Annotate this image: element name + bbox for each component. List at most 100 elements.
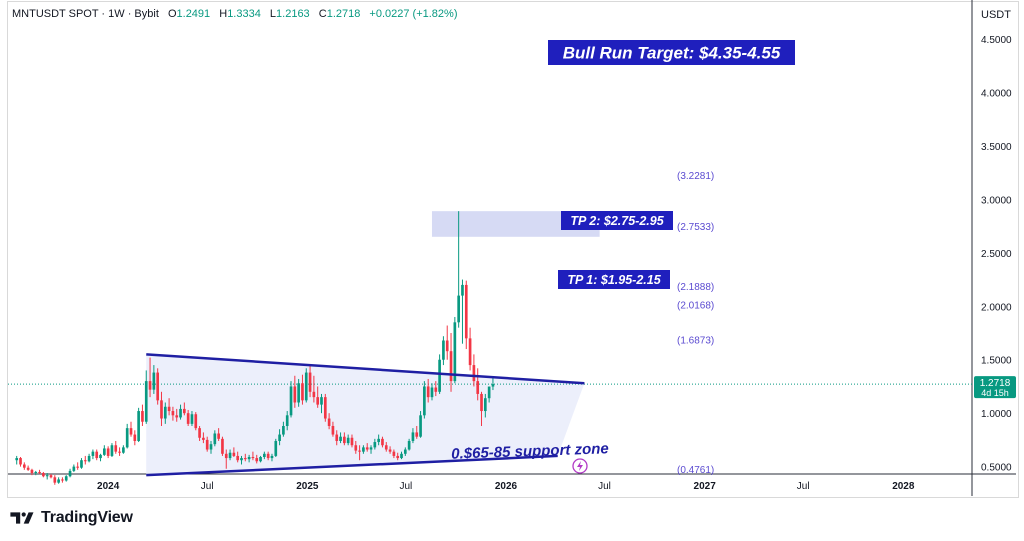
candle-body [183, 408, 186, 414]
candle-body [255, 458, 259, 462]
level-label: (3.2281) [677, 171, 714, 182]
symbol-title[interactable]: MNTUSDT SPOT · 1W · Bybit [12, 8, 159, 20]
candle-body [68, 470, 72, 477]
y-tick-label: 0.5000 [981, 463, 1012, 474]
high-label: H [219, 8, 228, 20]
candle-body [125, 428, 129, 448]
candle-body [423, 386, 426, 416]
candle-body [26, 467, 30, 470]
candle-body [320, 397, 323, 405]
x-tick-label: 2026 [495, 481, 518, 492]
open-label: O [167, 8, 177, 20]
candle-body [95, 451, 99, 459]
candle-body [141, 411, 144, 422]
candle-body [316, 397, 320, 405]
candle-body [72, 466, 76, 471]
tradingview-logo[interactable]: TradingView [10, 509, 133, 527]
lightning-badge-icon [572, 458, 588, 474]
candle-body [148, 381, 152, 390]
bull-target-label: Bull Run Target: $4.35-4.55 [563, 44, 781, 63]
candle-body [57, 479, 60, 483]
candle-body [434, 387, 438, 392]
candle-body [354, 445, 358, 451]
high-value: 1.3334 [227, 8, 261, 20]
y-tick-label: 3.0000 [981, 195, 1012, 206]
currency-label[interactable]: USDT [981, 9, 1011, 21]
candle-body [156, 372, 160, 401]
x-tick-label: 2025 [296, 481, 319, 492]
candle-body [217, 433, 220, 439]
candle-body [343, 436, 346, 444]
candle-body [175, 415, 179, 418]
x-tick-label: 2024 [97, 481, 120, 492]
candle-body [335, 434, 339, 441]
candle-body [64, 476, 68, 481]
candle-body [87, 455, 91, 462]
candle-body [259, 457, 262, 462]
candle-body [160, 400, 163, 419]
candle-body [213, 433, 217, 445]
candle-body [91, 451, 95, 456]
candle-body [487, 386, 491, 399]
tp1-label: TP 1: $1.95-2.15 [567, 273, 661, 287]
candle-body [133, 434, 137, 441]
candle-body [80, 460, 83, 468]
candle-body [415, 432, 419, 437]
candle-body [331, 426, 335, 435]
channel-fill [146, 354, 585, 476]
candle-body [209, 444, 213, 450]
candle-body [38, 471, 41, 474]
candle-body [274, 440, 278, 456]
candle-body [30, 469, 34, 474]
candle-body [251, 457, 255, 459]
candle-body [278, 434, 281, 441]
symbol-header: MNTUSDT SPOT · 1W · Bybit O1.2491 H1.333… [12, 8, 458, 20]
candle-body [224, 453, 228, 459]
candle-body [137, 411, 140, 441]
y-tick-label: 2.5000 [981, 249, 1012, 260]
candle-body [266, 453, 270, 459]
candle-body [99, 454, 102, 459]
candle-body [110, 445, 114, 456]
level-label: (2.0168) [677, 300, 714, 311]
candle-body [285, 415, 289, 427]
candle-body [232, 452, 236, 456]
candle-body [103, 448, 106, 455]
candle-body [377, 438, 380, 443]
candle-body [365, 447, 369, 450]
candle-body [301, 383, 304, 401]
candle-body [304, 372, 308, 401]
candle-body [369, 447, 373, 450]
candle-body [243, 458, 247, 460]
candle-body [438, 359, 441, 392]
last-price-tag: 1.2718 [980, 378, 1011, 389]
candle-body [350, 437, 354, 446]
open-value: 1.2491 [176, 8, 211, 20]
candle-body [403, 449, 407, 454]
candle-body [358, 450, 361, 452]
candle-body [293, 386, 297, 403]
candle-body [240, 458, 243, 461]
candle-body [45, 475, 49, 477]
tp2-label-bg [561, 211, 673, 230]
candle-body [202, 437, 205, 440]
candle-body [270, 455, 274, 459]
candle-body [323, 397, 327, 419]
candle-body [346, 437, 350, 444]
candle-body [407, 440, 411, 450]
bull-target-label-bg [548, 40, 795, 65]
candle-body [247, 457, 251, 460]
level-label: (0.4761) [677, 465, 714, 476]
candle-body [190, 414, 194, 424]
tradingview-brand-text: TradingView [41, 509, 133, 526]
y-tick-label: 3.5000 [981, 142, 1012, 153]
candle-body [411, 432, 415, 441]
candle-body [472, 365, 476, 382]
candle-body [15, 458, 19, 461]
candle-body [163, 406, 167, 419]
candle-body [114, 445, 118, 452]
candle-body [442, 340, 445, 360]
candle-body [400, 453, 403, 459]
candle-body [430, 387, 434, 398]
